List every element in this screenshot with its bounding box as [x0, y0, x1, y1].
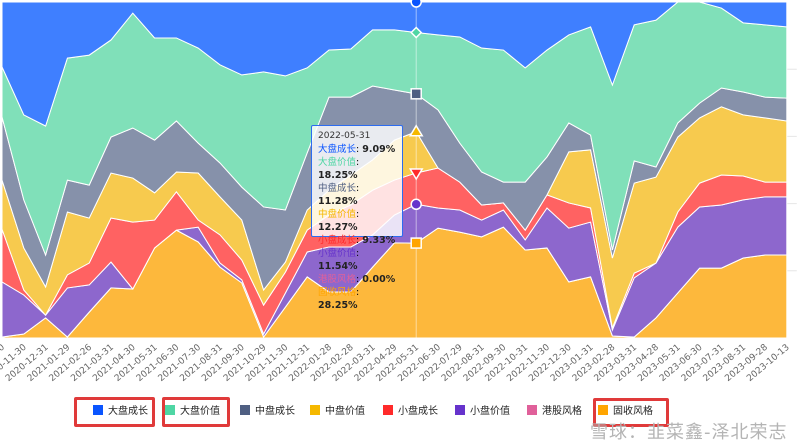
highlight-box-fixed-income: [593, 398, 669, 427]
marker-小盘成长: [408, 168, 424, 181]
marker-大盘价值: [410, 26, 423, 39]
area-大盘成长: [1, 1, 788, 127]
tooltip-row: 中盘成长: 11.28%: [318, 183, 360, 207]
tooltip: 2022-05-31 大盘成长: 9.09% 大盘价值: 18.25% 中盘成长: …: [311, 125, 403, 311]
tooltip-value: 18.25%: [318, 170, 358, 181]
tooltip-row: 固收风格: 28.25%: [318, 287, 360, 311]
tooltip-series-name: 大盘价值: [318, 157, 357, 168]
marker-小盘价值: [410, 198, 422, 211]
legend-label: 中盘价值: [325, 406, 365, 417]
legend: 大盘成长 大盘价值 中盘成长 中盘价值 小盘成长 小盘价值 港股风格 固收风格: [0, 402, 800, 422]
legend-label: 小盘成长: [398, 406, 438, 417]
legend-label: 小盘价值: [470, 406, 510, 417]
tooltip-row: 大盘成长: 9.09%: [318, 144, 396, 155]
legend-item[interactable]: 中盘价值: [310, 402, 365, 417]
legend-label: 大盘成长: [108, 406, 148, 417]
legend-label: 中盘成长: [255, 406, 295, 417]
legend-label: 港股风格: [542, 406, 582, 417]
tooltip-value: 9.09%: [362, 144, 396, 155]
legend-item[interactable]: 港股风格: [527, 402, 582, 417]
tooltip-series-name: 固收风格: [318, 287, 357, 298]
legend-swatch-icon: [165, 404, 175, 415]
tooltip-date: 2022-05-31: [318, 131, 371, 141]
legend-label: 大盘价值: [180, 406, 220, 417]
tooltip-series-name: 中盘成长: [318, 183, 357, 194]
legend-swatch-icon: [598, 404, 608, 415]
legend-item[interactable]: 大盘价值: [165, 402, 220, 417]
tooltip-series-name: 小盘价值: [318, 248, 357, 259]
legend-swatch-icon: [93, 404, 103, 415]
legend-item[interactable]: 中盘成长: [240, 402, 295, 417]
highlight-box-large-growth: [74, 397, 155, 427]
legend-item[interactable]: 大盘成长: [93, 402, 148, 417]
tooltip-row: 中盘价值: 12.27%: [318, 209, 360, 233]
legend-swatch-icon: [310, 404, 320, 415]
legend-swatch-icon: [240, 404, 250, 415]
tooltip-value: 0.00%: [362, 274, 396, 285]
legend-swatch-icon: [527, 404, 537, 415]
legend-item[interactable]: 固收风格: [598, 402, 653, 417]
tooltip-series-name: 小盘成长: [318, 235, 357, 246]
tooltip-value: 9.33%: [362, 235, 396, 246]
tooltip-value: 12.27%: [318, 222, 358, 233]
highlight-box-large-value: [162, 397, 230, 427]
tooltip-value: 11.28%: [318, 196, 358, 207]
marker-中盘价值: [408, 124, 424, 137]
legend-swatch-icon: [455, 404, 465, 415]
marker-中盘成长: [410, 88, 422, 100]
legend-item[interactable]: 小盘价值: [455, 402, 510, 417]
tooltip-series-name: 港股风格: [318, 274, 357, 285]
tooltip-row: 港股风格: 0.00%: [318, 274, 396, 285]
legend-swatch-icon: [383, 404, 393, 415]
tooltip-series-name: 中盘价值: [318, 209, 357, 220]
tooltip-row: 小盘成长: 9.33%: [318, 235, 396, 246]
legend-item[interactable]: 小盘成长: [383, 402, 438, 417]
stacked-area-chart: 2020-10-302020-11-302020-12-312021-01-29…: [0, 0, 797, 384]
legend-label: 固收风格: [613, 406, 653, 417]
tooltip-row: 小盘价值: 11.54%: [318, 248, 360, 272]
tooltip-row: 大盘价值: 18.25%: [318, 157, 360, 181]
tooltip-value: 11.54%: [318, 261, 358, 272]
marker-大盘成长: [410, 0, 422, 8]
tooltip-series-name: 大盘成长: [318, 144, 357, 155]
tooltip-value: 28.25%: [318, 300, 358, 311]
marker-固收风格: [410, 237, 422, 249]
